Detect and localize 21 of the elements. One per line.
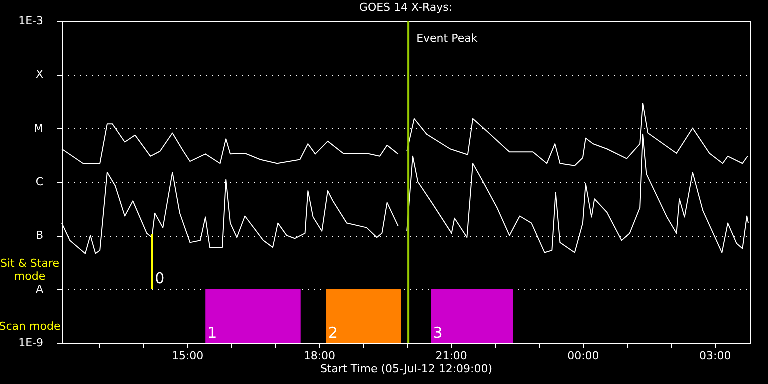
y-tick-label: M — [34, 122, 44, 135]
y-tick-label: 1E-9 — [18, 336, 44, 350]
band-label: 2 — [328, 324, 338, 342]
x-tick-label: 21:00 — [436, 350, 468, 362]
x-tick-label: 15:00 — [172, 350, 204, 362]
text: Sit & Stare mode — [0, 257, 60, 283]
ref-line-label: Event Peak — [416, 32, 478, 45]
y-tick-label: B — [36, 229, 44, 242]
chart-title: GOES 14 X-Rays: — [359, 1, 453, 14]
y-tick-label: 1E-3 — [18, 14, 44, 28]
text: Scan mode — [0, 320, 61, 333]
band-label: 3 — [433, 324, 443, 342]
annotation: 0 — [155, 269, 165, 288]
y-tick-label: C — [36, 176, 44, 188]
x-tick-label: 03:00 — [699, 350, 732, 362]
x-tick-label: 18:00 — [304, 350, 336, 362]
x-axis-title: Start Time (05-Jul-12 12:09:00) — [320, 362, 493, 376]
y-tick-label: A — [36, 282, 44, 296]
band-label: 1 — [208, 324, 218, 342]
x-tick-label: 00:00 — [568, 350, 600, 362]
y-tick-label: X — [36, 68, 44, 82]
